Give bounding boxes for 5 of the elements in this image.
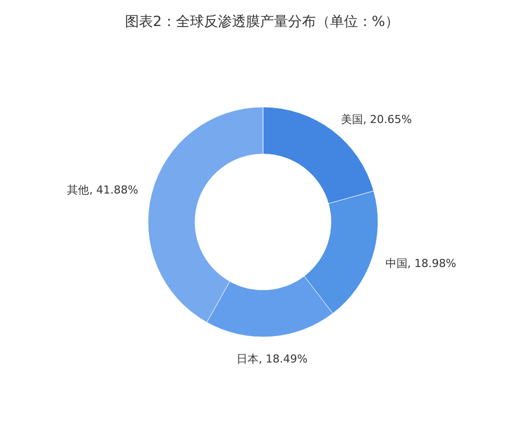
slice-label: 美国, 20.65% (340, 113, 412, 126)
slice-label: 中国, 18.98% (385, 256, 456, 270)
slice-label: 其他, 41.88% (67, 183, 138, 196)
slice-label: 日本, 18.49% (236, 352, 308, 366)
chart-title: 图表2：全球反渗透膜产量分布（单位：%） (124, 14, 400, 30)
